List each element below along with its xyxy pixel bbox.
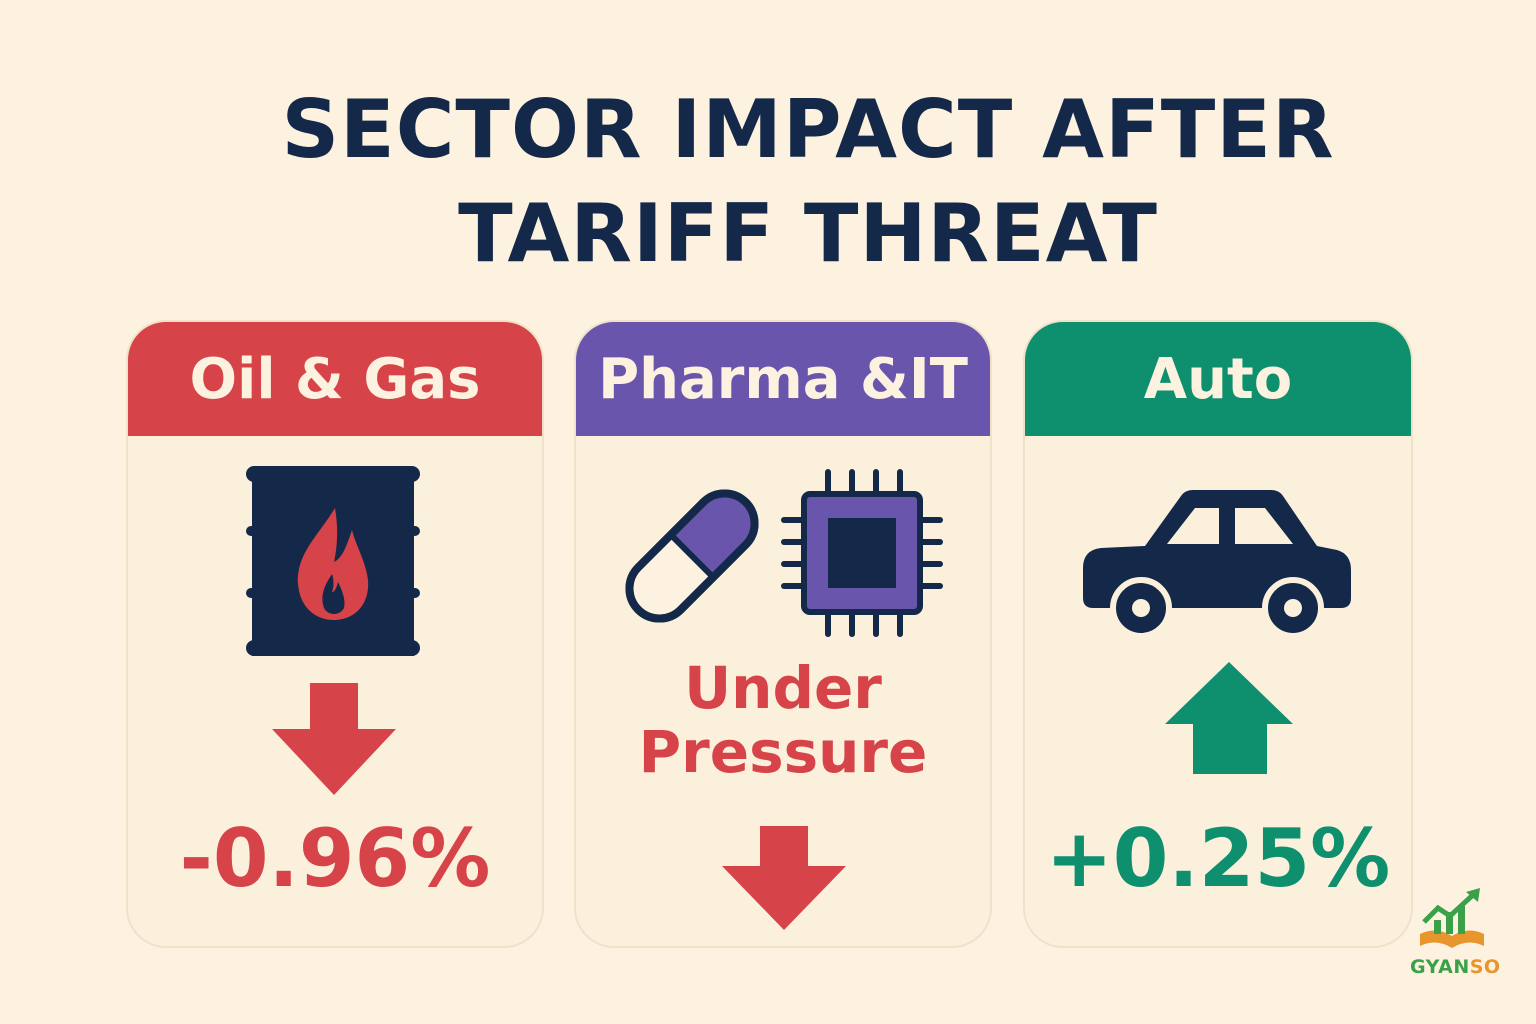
- logo-text-so: SO: [1469, 956, 1501, 978]
- arrow-down-icon: [272, 683, 396, 795]
- change-value-auto: +0.25%: [1045, 812, 1391, 905]
- pill-capsule-icon: [625, 489, 759, 623]
- sector-header-pharma-it: Pharma &IT: [576, 322, 990, 436]
- arrow-down-icon: [722, 826, 846, 930]
- sector-header-auto: Auto: [1025, 322, 1411, 436]
- oil-barrel-flame-icon: [246, 466, 420, 656]
- sector-header-oil-gas: Oil & Gas: [128, 322, 542, 436]
- gyanso-logo-text: GYANSO: [1410, 956, 1500, 978]
- sector-card-auto: Auto +0.25%: [1023, 320, 1413, 948]
- title-line-1: SECTOR IMPACT AFTER: [281, 83, 1335, 176]
- sector-card-oil-gas: Oil & Gas -0.96%: [126, 320, 544, 948]
- title-line-2: TARIFF THREAT: [458, 187, 1158, 280]
- gyanso-logo-icon: [1420, 888, 1484, 948]
- microchip-icon: [781, 469, 943, 637]
- status-pressure: Pressure: [638, 718, 928, 786]
- logo-text-gyan: GYAN: [1410, 956, 1470, 978]
- car-icon: [1083, 490, 1351, 638]
- change-value-oil-gas: -0.96%: [179, 812, 491, 905]
- page-title: SECTOR IMPACT AFTER TARIFF THREAT: [0, 78, 1536, 286]
- sector-card-pharma-it: Pharma &IT Under Pressure: [574, 320, 992, 948]
- arrow-up-icon: [1165, 662, 1293, 774]
- status-under: Under: [684, 654, 882, 722]
